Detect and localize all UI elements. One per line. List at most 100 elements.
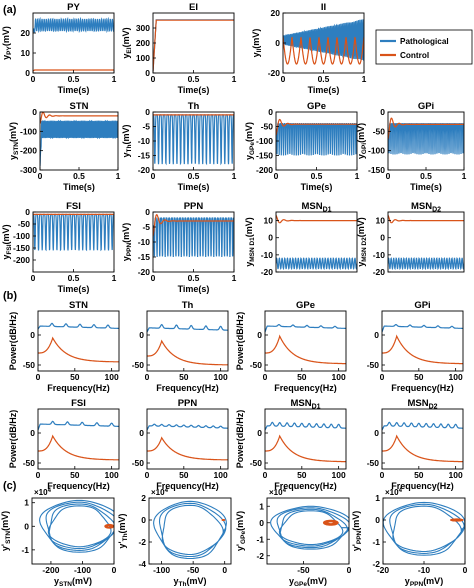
y-tick-label: -150 bbox=[368, 165, 385, 175]
y-axis-label: y'Th(mV) bbox=[117, 513, 129, 548]
x-tick-label: 0.5 bbox=[420, 171, 432, 181]
y-tick-label: 0 bbox=[145, 68, 150, 78]
x-axis-label: Frequency(Hz) bbox=[274, 481, 337, 491]
subplot-title-subscript: D2 bbox=[432, 207, 441, 214]
series-line-pathological bbox=[153, 217, 234, 258]
y-axis-label: yGPi(mV) bbox=[356, 123, 368, 159]
axis-exponent-power: 4 bbox=[165, 488, 169, 494]
series-line-control bbox=[382, 334, 463, 365]
subplot-a-stn: 0 0.5 1 -300 -200 -100 0 STN Time(s) ySTN(mV) bbox=[8, 101, 121, 192]
subplot-a-msnd2: -20 -10 0 10 MSND2 yMSN D2(mV) bbox=[356, 201, 465, 277]
axes-box bbox=[381, 310, 464, 372]
subplot-title: STN bbox=[70, 101, 89, 112]
series-line-pathological bbox=[388, 123, 464, 155]
x-tick-label: 1 bbox=[232, 74, 237, 84]
y-label-unit: (mV) bbox=[121, 223, 131, 243]
x-axis-label: Time(s) bbox=[301, 182, 333, 192]
axes-box bbox=[266, 497, 350, 565]
legend: Pathological Control bbox=[375, 29, 473, 65]
y-label-unit: (mV) bbox=[121, 27, 131, 47]
x-tick-label: 50 bbox=[70, 470, 80, 480]
subplot-title: PY bbox=[67, 2, 80, 13]
y-tick-label: -50 bbox=[18, 219, 31, 229]
subplot-title-subscript: D1 bbox=[312, 404, 321, 411]
x-tick-label: 0 bbox=[145, 470, 150, 480]
x-tick-label: 0 bbox=[222, 565, 227, 575]
y-label-unit: (mV) bbox=[356, 217, 366, 237]
subplot-title: STN bbox=[69, 300, 88, 311]
x-tick-label: -100 bbox=[153, 565, 170, 575]
y-label-unit: (mV) bbox=[244, 217, 254, 237]
y-label-unit: (mV) bbox=[121, 125, 131, 145]
y-label-subscript: MSN D1 bbox=[249, 237, 256, 262]
series-line-control bbox=[449, 518, 464, 522]
y-tick-label: 0 bbox=[30, 428, 35, 438]
panel-label-b: (b) bbox=[3, 290, 17, 302]
axis-exponent-power: 4 bbox=[48, 488, 52, 494]
x-tick-label: 1 bbox=[112, 273, 117, 283]
y-label-unit: (mV) bbox=[251, 29, 261, 49]
x-tick-label: 100 bbox=[214, 372, 228, 382]
y-tick-label: 100 bbox=[136, 53, 150, 63]
subplot-title: GPe bbox=[296, 300, 315, 311]
series-group bbox=[39, 499, 114, 553]
x-tick-label: 100 bbox=[332, 470, 346, 480]
panel-label-a: (a) bbox=[3, 4, 17, 16]
series-line-control bbox=[38, 434, 119, 461]
x-tick-label: -10 bbox=[418, 565, 431, 575]
y-label-subscript: PPN bbox=[356, 530, 363, 544]
y-tick-label: -15 bbox=[138, 252, 151, 262]
y-tick-label: -15 bbox=[138, 151, 151, 161]
x-tick-label: 0 bbox=[151, 273, 156, 283]
y-label-subscript: II bbox=[256, 48, 263, 52]
axis-exponent: ×104 bbox=[269, 488, 287, 497]
legend-label-control: Control bbox=[400, 51, 429, 60]
y-axis-label: ySTN(mV) bbox=[8, 122, 20, 160]
y-tick-label: -2 bbox=[138, 537, 146, 547]
x-tick-label: 0 bbox=[380, 470, 385, 480]
y-tick-label: -100 bbox=[20, 126, 37, 136]
x-tick-label: 0 bbox=[380, 372, 385, 382]
subplot-a-gpi: 0 0.5 1 -150 -100 -50 0 GPi Time(s) yGPi(mV) bbox=[356, 101, 467, 192]
subplot-title: MSND1 bbox=[301, 201, 331, 214]
y-label-unit: (mV) bbox=[8, 122, 18, 142]
y-tick-label: 1 bbox=[24, 498, 29, 508]
x-tick-label: 100 bbox=[332, 372, 346, 382]
subplot-title: FSI bbox=[71, 398, 86, 409]
x-tick-label: 0 bbox=[386, 171, 391, 181]
x-tick-label: 0.5 bbox=[68, 74, 80, 84]
x-label-subscript: PPN bbox=[410, 581, 424, 588]
y-tick-label: -10 bbox=[138, 136, 151, 146]
y-tick-label: -50 bbox=[250, 458, 263, 468]
y-axis-label: Power(dB/Hz) bbox=[8, 312, 18, 371]
y-label-subscript: PPN bbox=[126, 243, 133, 257]
axes-box bbox=[387, 211, 465, 273]
y-axis-label: y'STN(mV) bbox=[0, 511, 12, 551]
x-axis-label: yGPe(mV) bbox=[289, 576, 327, 588]
x-tick-label: 0.5 bbox=[188, 74, 200, 84]
series-line-pathological bbox=[276, 257, 357, 271]
y-axis-label: yEI(mV) bbox=[121, 27, 133, 58]
axis-exponent: ×104 bbox=[151, 488, 169, 497]
series-group bbox=[382, 324, 463, 365]
y-tick-label: -100 bbox=[13, 231, 30, 241]
x-tick-label: 0 bbox=[36, 470, 41, 480]
x-tick-label: -200 bbox=[42, 565, 59, 575]
x-tick-label: 1 bbox=[462, 171, 467, 181]
y-tick-label: 0 bbox=[374, 428, 379, 438]
x-axis-label: Time(s) bbox=[410, 182, 442, 192]
x-tick-label: -50 bbox=[297, 565, 310, 575]
x-tick-label: 0 bbox=[347, 565, 352, 575]
x-tick-label: 50 bbox=[414, 372, 424, 382]
y-tick-label: 0 bbox=[139, 330, 144, 340]
series-line-pathological bbox=[38, 420, 119, 431]
subplot-title-subscript: D1 bbox=[323, 207, 332, 214]
x-tick-label: 0 bbox=[31, 273, 36, 283]
x-tick-label: 50 bbox=[179, 470, 189, 480]
y-tick-label: -200 bbox=[256, 165, 273, 175]
